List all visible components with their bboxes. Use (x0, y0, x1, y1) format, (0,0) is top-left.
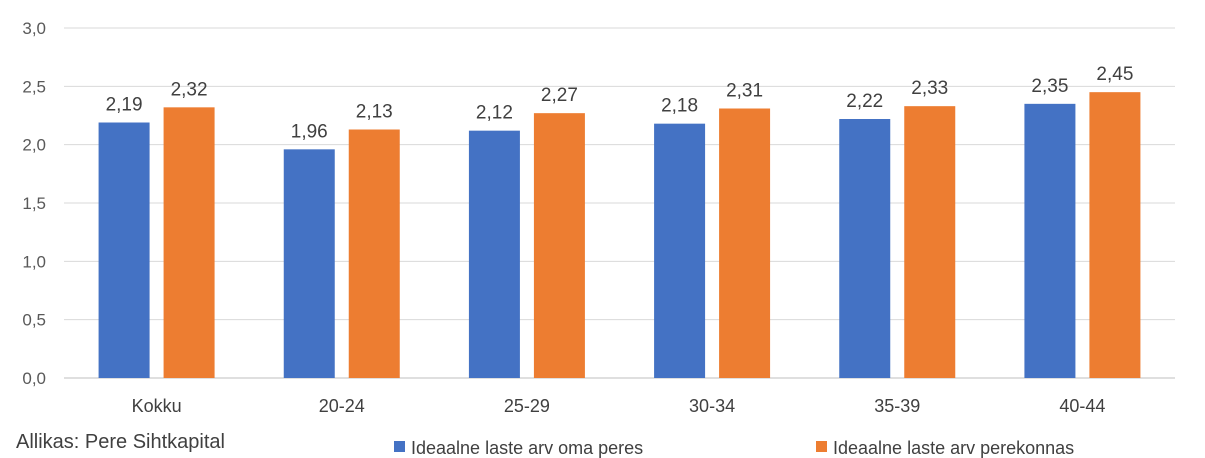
gridlines (64, 27, 1175, 379)
bar-oma-peres (1024, 103, 1076, 378)
bar-oma-peres (283, 149, 335, 378)
data-label: 2,32 (171, 79, 208, 100)
data-label: 2,33 (911, 78, 948, 99)
x-tick-label: 20-24 (319, 396, 365, 416)
x-axis-labels: Kokku 20-24 25-29 30-34 35-39 40-44 (132, 396, 1106, 416)
x-tick-label: 25-29 (504, 396, 550, 416)
y-tick-label: 2,0 (22, 136, 46, 155)
bar-perekonnas (904, 106, 956, 379)
bar-perekonnas (719, 108, 771, 378)
data-label: 2,18 (661, 96, 698, 117)
y-axis-ticks: 0,0 0,5 1,0 1,5 2,0 2,5 3,0 (22, 19, 46, 388)
data-label: 2,13 (356, 102, 393, 123)
legend-label: Ideaalne laste arv perekonnas (833, 438, 1074, 458)
bar-oma-peres (98, 122, 150, 378)
data-label: 2,22 (846, 91, 883, 112)
x-tick-label: 40-44 (1059, 396, 1105, 416)
x-tick-label: 35-39 (874, 396, 920, 416)
y-tick-label: 2,5 (22, 77, 46, 96)
y-tick-label: 0,0 (22, 369, 46, 388)
y-tick-label: 1,5 (22, 194, 46, 213)
data-label: 2,35 (1031, 76, 1068, 97)
data-label: 2,12 (476, 103, 513, 124)
legend-swatch (394, 441, 405, 452)
bar-perekonnas (348, 129, 400, 378)
bar-oma-peres (839, 119, 891, 378)
x-tick-label: 30-34 (689, 396, 735, 416)
bar-perekonnas (533, 113, 585, 379)
y-tick-label: 1,0 (22, 252, 46, 271)
legend-label: Ideaalne laste arv oma peres (411, 438, 643, 458)
legend: Ideaalne laste arv oma peres Ideaalne las… (394, 438, 1074, 458)
bar-perekonnas (163, 107, 215, 378)
x-tick-label: Kokku (132, 396, 182, 416)
legend-swatch (816, 441, 827, 452)
data-label: 2,19 (106, 95, 143, 116)
bars (98, 92, 1141, 379)
data-label: 2,31 (726, 81, 763, 102)
data-labels: 2,19 2,32 1,96 2,13 2,12 2,27 2,18 2,31 2,22 2,33… (106, 64, 1134, 142)
bar-perekonnas (1089, 92, 1141, 379)
bar-oma-peres (654, 123, 706, 379)
y-tick-label: 3,0 (22, 19, 46, 38)
source-note: Allikas: Pere Sihtkapital (16, 431, 225, 453)
data-label: 1,96 (291, 121, 328, 142)
data-label: 2,45 (1096, 64, 1133, 85)
data-label: 2,27 (541, 85, 578, 106)
bar-oma-peres (468, 130, 520, 378)
y-tick-label: 0,5 (22, 311, 46, 330)
